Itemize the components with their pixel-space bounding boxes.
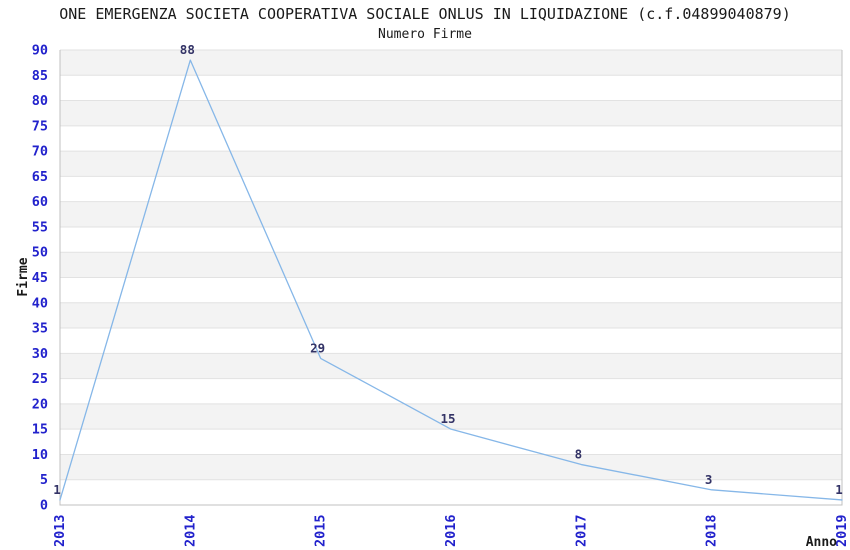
y-tick-label: 70 [32,144,48,160]
x-tick-label: 2017 [573,514,589,547]
y-tick-label: 15 [32,422,48,438]
data-label: 15 [440,411,455,426]
chart-subtitle: Numero Firme [378,27,472,42]
y-tick-label: 25 [32,371,48,387]
grid-band [60,50,842,76]
y-tick-label: 0 [40,498,48,514]
y-tick-label: 75 [32,118,48,134]
y-axis-title: Firme [16,257,31,296]
x-tick-label: 2019 [834,514,850,547]
y-tick-label: 90 [32,43,48,59]
y-tick-label: 5 [40,472,48,488]
plot-border [59,50,843,506]
x-tick-label: 2013 [52,514,68,547]
data-label: 3 [705,472,713,487]
y-tick-label: 10 [32,447,48,463]
data-label: 8 [575,447,583,462]
grid-band [60,454,842,480]
y-tick-label: 40 [32,295,48,311]
grid-band [60,403,842,430]
y-tick-label: 30 [32,346,48,362]
y-tick-label: 45 [32,270,48,286]
grid-band [60,353,842,379]
x-axis-title: Anno [806,535,837,550]
x-tick-label: 2015 [313,514,329,547]
data-label: 1 [835,482,843,497]
y-tick-label: 35 [32,321,48,337]
grid-band [60,302,842,329]
grid-band [60,100,842,126]
chart-title: ONE EMERGENZA SOCIETA COOPERATIVA SOCIAL… [59,5,791,23]
data-label: 88 [180,42,195,57]
y-tick-label: 80 [32,93,48,109]
series-line [59,59,843,501]
grid-band [60,201,842,227]
y-tick-label: 20 [32,396,48,412]
data-label: 1 [53,482,61,497]
grid-band [60,151,842,177]
y-tick-label: 65 [32,169,48,185]
x-tick-label: 2014 [182,514,198,547]
y-tick-label: 55 [32,219,48,235]
x-tick-label: 2016 [443,514,459,547]
y-tick-label: 85 [32,68,48,84]
x-tick-label: 2018 [704,514,720,547]
y-tick-label: 60 [32,194,48,210]
data-label: 29 [310,340,325,355]
grid-band [60,252,842,278]
y-tick-label: 50 [32,245,48,261]
